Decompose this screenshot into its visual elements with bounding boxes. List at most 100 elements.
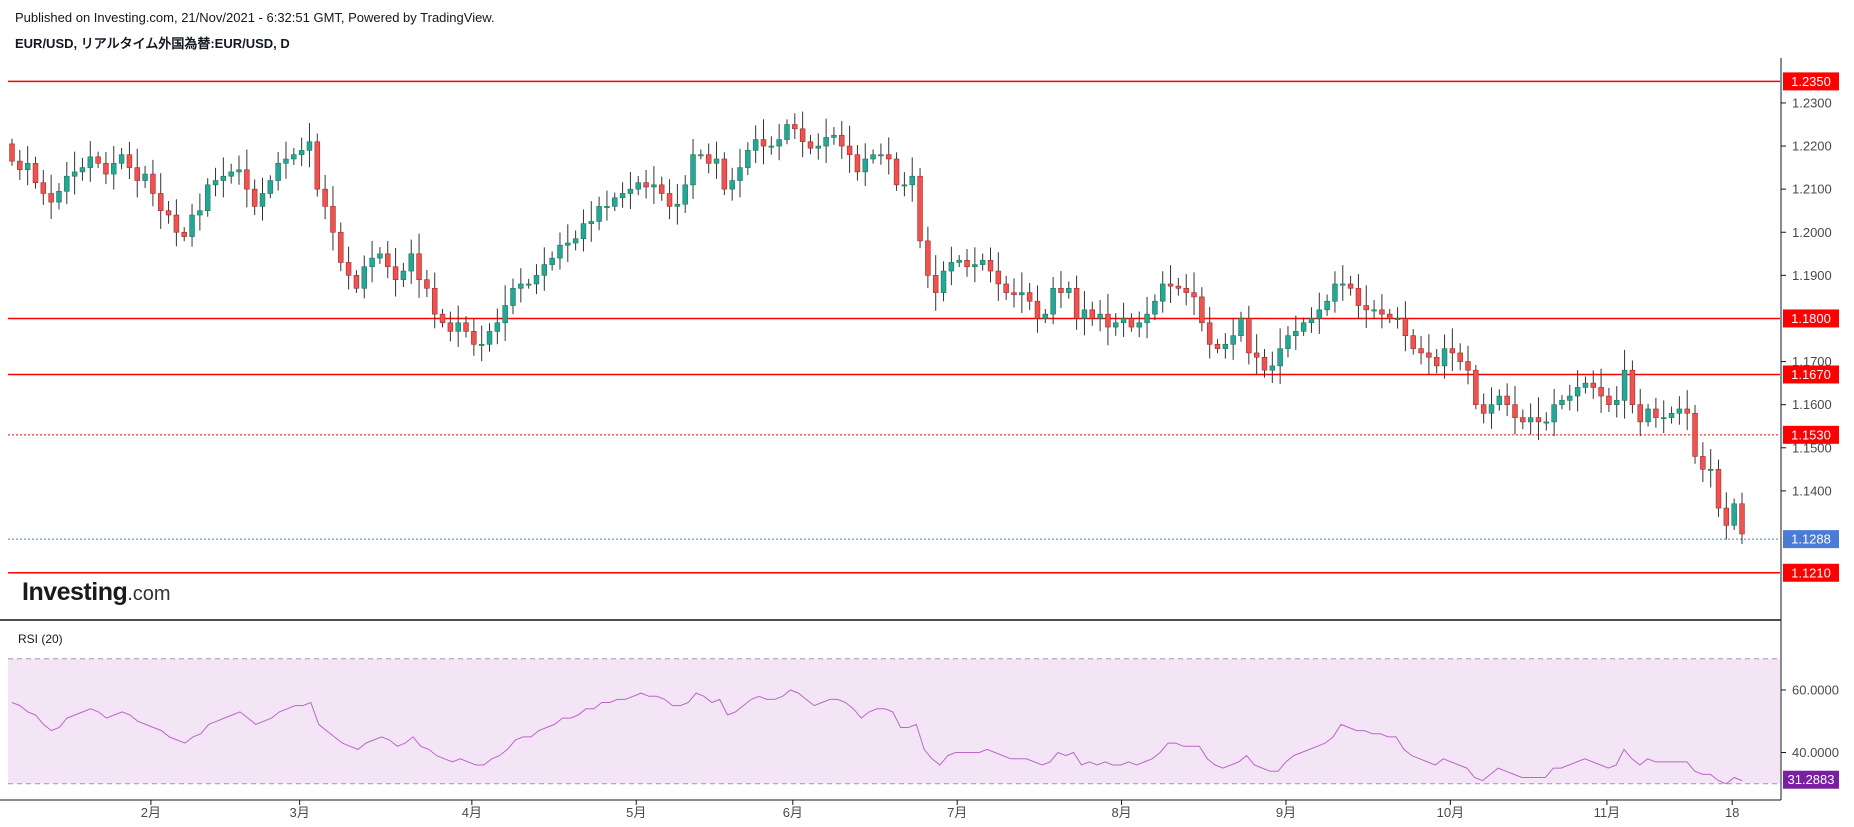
- candle-body: [1527, 417, 1534, 423]
- candle-body: [1433, 356, 1440, 367]
- candle-body: [932, 275, 939, 293]
- candle-body: [502, 305, 508, 324]
- candle-body: [541, 264, 548, 276]
- candle-body: [259, 193, 266, 207]
- candle-body: [322, 188, 328, 207]
- level-badge-1.2350-bg: [1783, 72, 1839, 91]
- y-tick-label: 1.1500: [1792, 440, 1832, 455]
- y-tick-label: 1.2300: [1792, 95, 1832, 110]
- candle-body: [604, 206, 610, 208]
- candle-body: [1418, 348, 1424, 354]
- candle-body: [40, 182, 47, 194]
- candle-body: [1692, 412, 1698, 457]
- candle-body: [1167, 283, 1174, 287]
- logo-suffix: .com: [127, 583, 171, 605]
- candles-layer: [9, 111, 1745, 545]
- candle-body: [1715, 469, 1722, 509]
- candle-body: [1253, 352, 1260, 358]
- candle-body: [1559, 400, 1565, 405]
- candle-body: [338, 231, 344, 263]
- candle-body: [1426, 352, 1432, 358]
- candle-body: [1113, 322, 1119, 328]
- candle-body: [1199, 296, 1205, 324]
- candle-body: [486, 331, 493, 345]
- candle-body: [1402, 318, 1409, 336]
- level-badge-1.1210-bg: [1783, 563, 1839, 582]
- logo-brand: Investing: [22, 578, 128, 606]
- candle-body: [1355, 287, 1362, 306]
- candle-body: [612, 197, 618, 207]
- candle-body: [1050, 287, 1056, 315]
- candle-body: [455, 322, 461, 332]
- candle-body: [1191, 292, 1197, 298]
- candle-body: [1097, 313, 1103, 319]
- y-tick-label: 1.1900: [1792, 268, 1832, 283]
- candle-body: [1026, 292, 1033, 302]
- candle-body: [134, 167, 140, 181]
- candle-body: [377, 253, 383, 259]
- candle-body: [1488, 404, 1495, 414]
- candle-body: [1073, 287, 1080, 319]
- candle-body: [314, 141, 321, 190]
- candle-body: [1214, 344, 1221, 349]
- rsi-line: [11, 689, 1743, 785]
- x-tick-label: 6月: [783, 805, 803, 820]
- candle-body: [1465, 361, 1471, 371]
- candle-body: [565, 242, 571, 246]
- candle-body: [1739, 503, 1745, 535]
- y-tick-label: 1.2200: [1792, 139, 1832, 154]
- candle-body: [1480, 404, 1487, 414]
- candle-body: [1441, 348, 1448, 367]
- candle-body: [298, 150, 305, 155]
- candle-body: [917, 175, 923, 242]
- candle-body: [181, 231, 187, 237]
- candle-body: [1621, 369, 1628, 401]
- level-badge-1.1670: 1.1670: [1791, 367, 1831, 382]
- candle-body: [752, 139, 759, 151]
- candle-body: [71, 171, 78, 177]
- candle-body: [79, 167, 86, 173]
- rsi-tick-label: 40.0000: [1792, 745, 1839, 760]
- candle-body: [275, 162, 281, 181]
- candle-body: [893, 158, 900, 186]
- candle-body: [557, 244, 563, 259]
- candle-body: [1222, 344, 1229, 349]
- candle-body: [1316, 309, 1323, 319]
- levels-layer: [8, 80, 1780, 785]
- rsi-band: [8, 658, 1780, 784]
- candle-body: [627, 188, 634, 194]
- candle-body: [635, 182, 641, 190]
- published-info: Published on Investing.com, 21/Nov/2021 …: [15, 10, 495, 25]
- candle-body: [1598, 387, 1604, 397]
- candle-body: [1183, 287, 1189, 293]
- candle-body: [1606, 395, 1612, 405]
- candle-body: [815, 145, 822, 149]
- candle-body: [972, 264, 978, 268]
- x-tick-label: 8月: [1111, 805, 1131, 820]
- candle-body: [572, 238, 579, 244]
- candle-body: [1332, 283, 1338, 302]
- candle-body: [1300, 322, 1307, 332]
- candle-body: [236, 169, 242, 173]
- candle-body: [118, 154, 125, 164]
- candle-body: [158, 193, 164, 212]
- candle-body: [1363, 305, 1369, 311]
- x-tick-label: 18: [1725, 805, 1739, 820]
- candle-body: [1347, 283, 1354, 289]
- candle-body: [150, 173, 156, 194]
- candle-body: [1707, 469, 1714, 471]
- candle-body: [1660, 417, 1667, 420]
- candle-body: [737, 167, 743, 181]
- candle-body: [698, 154, 704, 157]
- rsi-label: RSI (20): [18, 632, 63, 646]
- candle-body: [807, 141, 814, 149]
- candle-body: [392, 266, 399, 280]
- candle-body: [596, 206, 602, 222]
- candle-body: [768, 145, 775, 148]
- candle-body: [690, 154, 696, 186]
- candle-body: [220, 175, 227, 181]
- candle-body: [799, 128, 806, 143]
- candle-body: [1159, 283, 1166, 302]
- candle-body: [1019, 292, 1025, 296]
- candle-body: [1206, 322, 1213, 345]
